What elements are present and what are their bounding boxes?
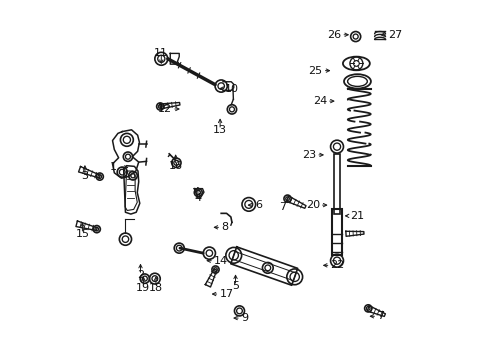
Text: 17: 17 xyxy=(219,289,233,299)
Text: 24: 24 xyxy=(312,96,326,106)
Text: 16: 16 xyxy=(168,161,183,171)
Text: 26: 26 xyxy=(326,30,341,40)
Text: 15: 15 xyxy=(75,229,89,239)
Text: 7: 7 xyxy=(278,202,285,212)
Text: 21: 21 xyxy=(349,211,364,221)
Text: 7: 7 xyxy=(376,311,384,321)
Bar xyxy=(331,209,341,255)
Text: 8: 8 xyxy=(221,222,228,232)
Bar xyxy=(333,154,339,214)
Text: 20: 20 xyxy=(305,200,319,210)
Text: 4: 4 xyxy=(194,193,201,203)
Text: 22: 22 xyxy=(330,260,344,270)
Text: 11: 11 xyxy=(154,48,168,58)
Text: 5: 5 xyxy=(232,281,239,291)
Text: 27: 27 xyxy=(387,30,401,40)
Text: 1: 1 xyxy=(110,162,117,172)
Text: 18: 18 xyxy=(148,283,163,293)
Text: 2: 2 xyxy=(137,270,144,280)
Text: 12: 12 xyxy=(158,104,172,114)
Text: 10: 10 xyxy=(224,84,238,94)
Text: 13: 13 xyxy=(213,125,226,135)
Text: 25: 25 xyxy=(308,66,322,76)
Text: 14: 14 xyxy=(214,256,228,266)
Text: 9: 9 xyxy=(241,313,247,323)
Text: 23: 23 xyxy=(302,150,316,160)
Text: 6: 6 xyxy=(255,200,262,210)
Text: 19: 19 xyxy=(136,283,150,293)
Text: 3: 3 xyxy=(81,171,88,181)
